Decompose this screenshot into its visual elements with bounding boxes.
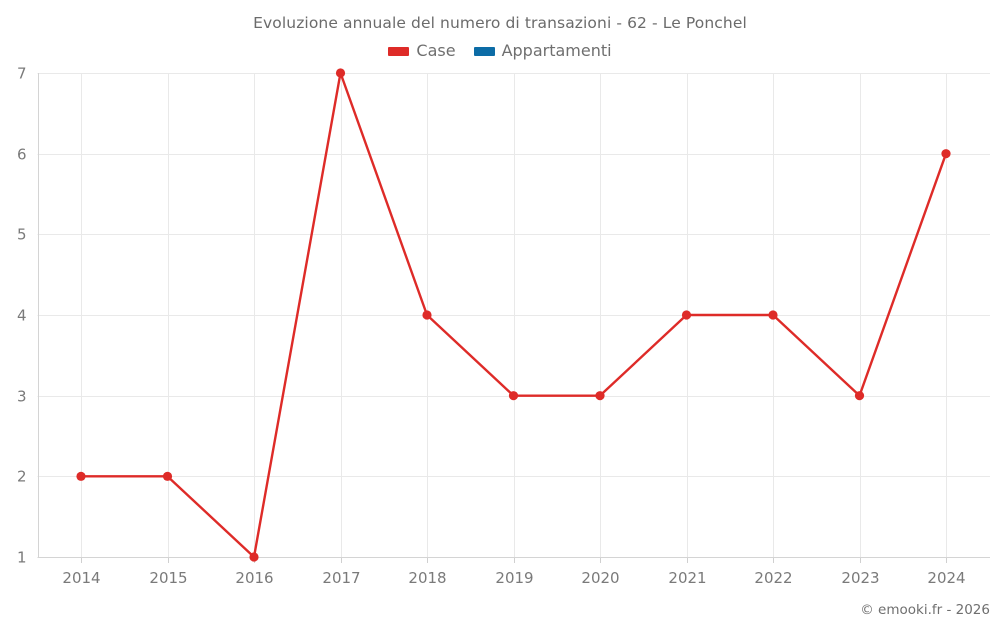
y-tick-label: 4 [17, 307, 27, 325]
x-tick-label: 2024 [927, 569, 965, 587]
series-markers [76, 68, 951, 562]
y-tick-label: 2 [17, 468, 27, 486]
y-tick-label: 7 [17, 65, 27, 83]
x-tick-label: 2019 [495, 569, 533, 587]
axis-lines [37, 73, 990, 563]
data-point[interactable] [941, 149, 951, 159]
data-point[interactable] [162, 471, 173, 481]
grid-lines [37, 73, 990, 558]
legend-swatch-case [388, 46, 410, 56]
x-tick-label: 2021 [668, 569, 706, 587]
x-tick-label: 2022 [754, 569, 792, 587]
data-point[interactable] [508, 391, 519, 401]
data-point[interactable] [768, 310, 778, 320]
y-tick-label: 1 [17, 549, 27, 567]
chart-legend: Case Appartamenti [0, 43, 1000, 59]
data-point[interactable] [335, 68, 346, 78]
y-tick-label: 3 [17, 388, 27, 406]
y-tick-label: 6 [17, 146, 27, 164]
y-axis-tick-labels: 1 2 3 4 5 6 7 [17, 65, 27, 567]
data-point[interactable] [76, 471, 86, 481]
data-point[interactable] [854, 391, 865, 401]
data-point[interactable] [249, 552, 259, 562]
data-point[interactable] [422, 310, 432, 320]
chart-title: Evoluzione annuale del numero di transaz… [253, 14, 747, 32]
legend-label-case: Case [416, 41, 456, 60]
x-tick-label: 2018 [408, 569, 446, 587]
x-tick-label: 2020 [581, 569, 619, 587]
x-tick-label: 2023 [841, 569, 879, 587]
data-point[interactable] [595, 391, 605, 401]
x-tick-label: 2017 [322, 569, 360, 587]
x-tick-label: 2015 [149, 569, 187, 587]
copyright-credit: © emooki.fr - 2026 [860, 602, 990, 618]
legend-item-case[interactable]: Case [388, 41, 456, 60]
x-axis-tick-labels: 2014 2015 2016 2017 2018 2019 2020 2021 2022 2023… [62, 569, 965, 587]
data-point[interactable] [681, 310, 692, 320]
legend-label-appartamenti: Appartamenti [501, 41, 612, 60]
x-tick-label: 2014 [62, 569, 100, 587]
y-tick-label: 5 [17, 226, 27, 244]
legend-item-appartamenti[interactable]: Appartamenti [473, 41, 612, 60]
x-tick-label: 2016 [235, 569, 273, 587]
legend-swatch-appartamenti [473, 46, 495, 56]
